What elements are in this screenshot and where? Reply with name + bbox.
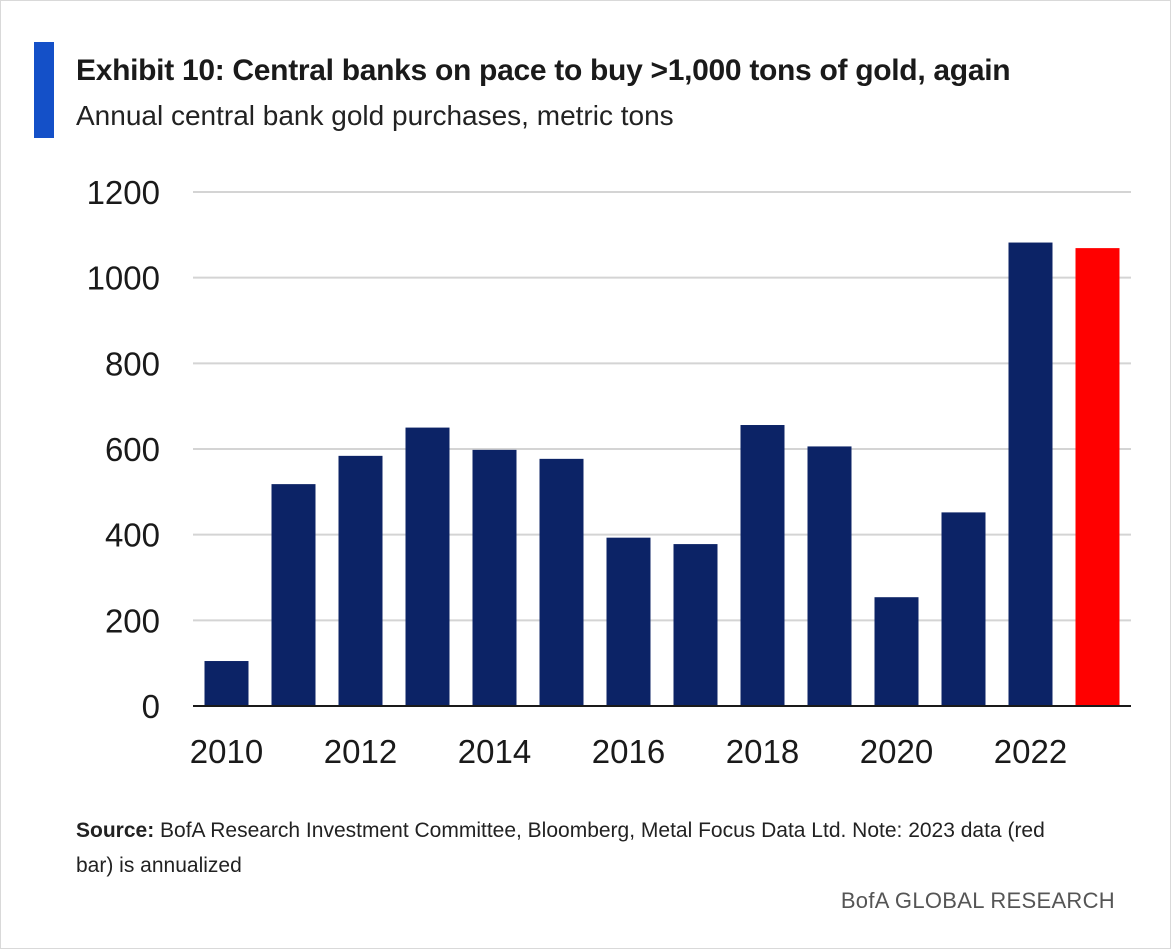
y-tick-label: 1200	[87, 174, 160, 211]
bar	[874, 597, 919, 706]
bar	[941, 512, 986, 706]
title-accent-bar	[34, 42, 54, 138]
x-tick-label: 2010	[190, 733, 263, 770]
bar	[405, 427, 450, 706]
highlight-bar	[1075, 248, 1120, 706]
y-tick-label: 200	[105, 602, 160, 639]
chart-title: Exhibit 10: Central banks on pace to buy…	[76, 54, 1011, 87]
x-tick-label: 2020	[860, 733, 933, 770]
bar	[472, 449, 517, 706]
x-tick-label: 2018	[726, 733, 799, 770]
source-text: BofA Research Investment Committee, Bloo…	[76, 819, 1045, 877]
x-tick-label: 2022	[994, 733, 1067, 770]
bar	[271, 484, 316, 706]
bar	[338, 455, 383, 706]
source-label: Source:	[76, 819, 155, 842]
bar	[539, 458, 584, 706]
bar	[673, 544, 718, 706]
y-tick-label: 1000	[87, 260, 160, 297]
y-tick-label: 600	[105, 431, 160, 468]
bar	[740, 425, 785, 706]
bar	[606, 537, 651, 706]
bar	[204, 661, 249, 706]
bar	[807, 446, 852, 706]
bar	[1008, 242, 1053, 706]
y-tick-label: 800	[105, 345, 160, 382]
brand-footer: BofA GLOBAL RESEARCH	[840, 888, 1115, 913]
bar-chart: 0 200 400 600 800 1000 1200 2010 2012 2014 2016 201…	[87, 174, 1131, 770]
source-note: Source: BofA Research Investment Committ…	[76, 813, 1076, 883]
y-tick-label: 400	[105, 517, 160, 554]
y-tick-label: 0	[142, 688, 160, 725]
x-tick-label: 2012	[324, 733, 397, 770]
chart-subtitle: Annual central bank gold purchases, metr…	[76, 100, 674, 131]
x-tick-label: 2016	[592, 733, 665, 770]
x-tick-label: 2014	[458, 733, 531, 770]
